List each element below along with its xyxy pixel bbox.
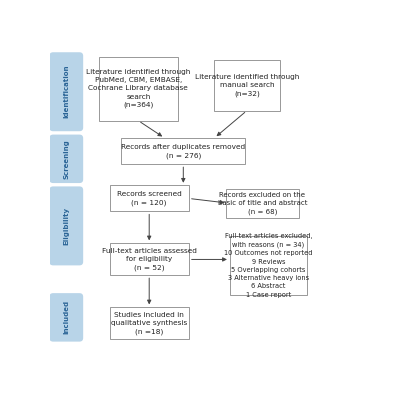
FancyBboxPatch shape: [214, 61, 280, 111]
Text: Literature identified through
manual search
(n=32): Literature identified through manual sea…: [195, 74, 299, 97]
Text: Included: Included: [63, 300, 69, 335]
Text: Records screened
(n = 120): Records screened (n = 120): [117, 191, 182, 206]
FancyBboxPatch shape: [110, 244, 189, 276]
Text: Literature identified through
PubMed, CBM, EMBASE,
Cochrane Library database
sea: Literature identified through PubMed, CB…: [86, 69, 190, 109]
Text: Identification: Identification: [63, 65, 69, 118]
FancyBboxPatch shape: [230, 236, 307, 295]
Text: Records after duplicates removed
(n = 276): Records after duplicates removed (n = 27…: [121, 144, 245, 158]
FancyBboxPatch shape: [110, 307, 189, 339]
Text: Screening: Screening: [63, 139, 69, 179]
FancyBboxPatch shape: [49, 293, 83, 342]
Text: Eligibility: Eligibility: [63, 207, 69, 245]
FancyBboxPatch shape: [49, 135, 83, 183]
Text: Records excluded on the
basic of title and abstract
(n = 68): Records excluded on the basic of title a…: [218, 192, 307, 215]
FancyBboxPatch shape: [49, 52, 83, 131]
FancyBboxPatch shape: [49, 187, 83, 265]
Text: Full-text articles assessed
for eligibility
(n = 52): Full-text articles assessed for eligibil…: [102, 248, 197, 271]
Text: Full-text articles excluded,
with reasons (n = 34)
10 Outcomes not reported
9 Re: Full-text articles excluded, with reason…: [224, 233, 313, 298]
FancyBboxPatch shape: [121, 138, 245, 164]
FancyBboxPatch shape: [110, 185, 189, 211]
FancyBboxPatch shape: [226, 188, 299, 217]
FancyBboxPatch shape: [99, 57, 178, 121]
Text: Studies included in
qualitative synthesis
(n =18): Studies included in qualitative synthesi…: [111, 312, 187, 335]
